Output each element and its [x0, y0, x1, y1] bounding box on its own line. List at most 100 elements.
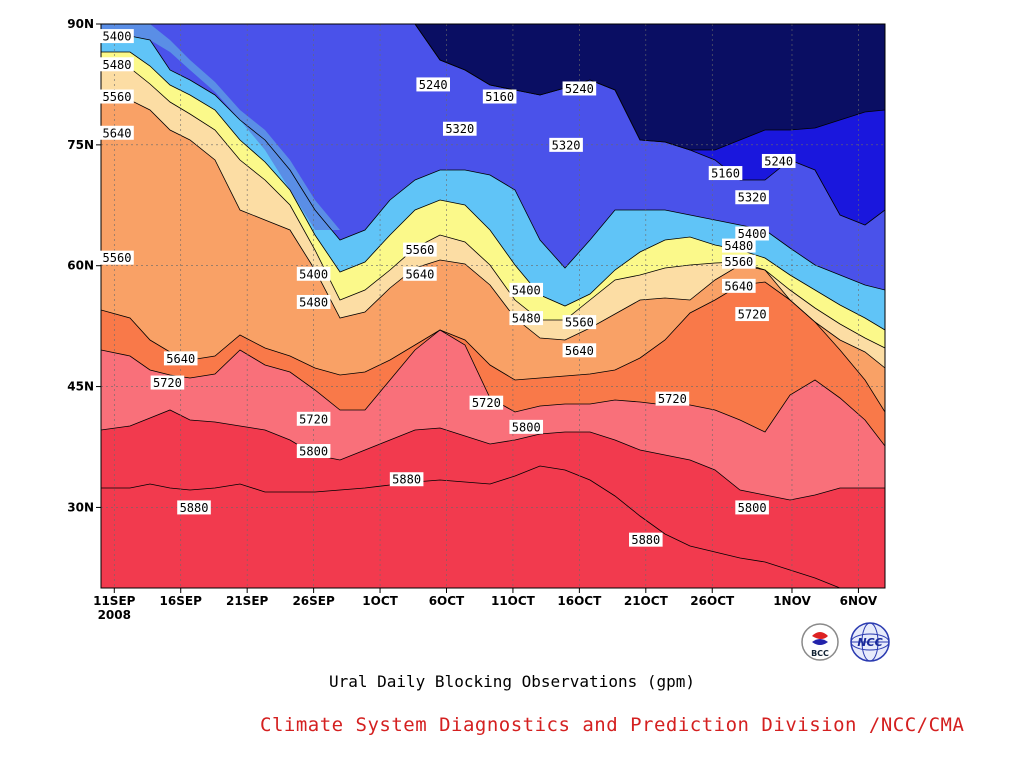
x-year-label: 2008: [98, 608, 131, 622]
x-tick-label: 16OCT: [557, 594, 602, 608]
svg-text:5720: 5720: [299, 412, 328, 426]
svg-text:5400: 5400: [738, 227, 767, 241]
svg-text:5560: 5560: [565, 316, 594, 330]
contour-line-5: [101, 67, 885, 349]
band-3: [101, 36, 885, 330]
contour-label: 5800: [735, 500, 769, 515]
x-tick-label: 11SEP: [93, 594, 136, 608]
contour-label: 5640: [100, 125, 134, 140]
contour-label: 5640: [722, 278, 756, 293]
svg-text:BCC: BCC: [811, 649, 829, 658]
svg-text:5480: 5480: [299, 295, 328, 309]
contour-label: 5240: [761, 153, 796, 168]
contour-line-7: [101, 281, 885, 413]
svg-text:5240: 5240: [764, 154, 793, 168]
contour-label: 5880: [177, 500, 211, 515]
svg-text:5480: 5480: [103, 58, 132, 72]
y-tick-label: 45N: [67, 380, 94, 394]
contour-line-10: [101, 465, 885, 588]
contour-label: 5400: [735, 226, 769, 241]
band-8: [101, 330, 885, 500]
contour-bands: [101, 24, 885, 588]
contour-label: 5240: [416, 77, 451, 92]
contour-label: 5400: [100, 29, 134, 44]
contour-label: 5160: [708, 166, 743, 181]
contour-label: 5640: [403, 266, 437, 281]
svg-text:5720: 5720: [738, 308, 767, 322]
svg-text:NCC: NCC: [857, 636, 882, 649]
svg-text:5320: 5320: [738, 191, 767, 205]
svg-text:5480: 5480: [512, 312, 541, 326]
x-tick-label: 26OCT: [690, 594, 735, 608]
y-tick-label: 60N: [67, 259, 94, 273]
x-tick-label: 26SEP: [292, 594, 335, 608]
svg-text:5640: 5640: [724, 279, 753, 293]
contour-label: 5560: [100, 89, 134, 104]
svg-text:5400: 5400: [299, 267, 328, 281]
svg-text:5720: 5720: [658, 392, 687, 406]
svg-text:5640: 5640: [405, 267, 434, 281]
contour-label: 5400: [509, 282, 544, 297]
svg-text:5400: 5400: [512, 283, 541, 297]
contour-label: 5320: [735, 190, 769, 205]
contour-label: 5880: [389, 472, 424, 487]
contour-label: 5640: [163, 351, 198, 366]
ncc-logo-icon: NCC: [850, 622, 890, 662]
svg-text:5160: 5160: [485, 90, 514, 104]
contour-label: 5480: [296, 294, 331, 309]
svg-text:5640: 5640: [103, 126, 132, 140]
contour-label: 5720: [655, 391, 690, 406]
plot-frame: [100, 23, 886, 589]
svg-text:5800: 5800: [299, 445, 328, 459]
contour-label: 5720: [735, 307, 769, 322]
contour-label: 5160: [482, 89, 517, 104]
contour-label: 5880: [629, 532, 663, 547]
contour-label: 5480: [100, 57, 134, 72]
svg-text:5880: 5880: [180, 501, 209, 515]
chart-title: Ural Daily Blocking Observations (gpm): [328, 672, 696, 691]
contour-label: 5720: [469, 395, 504, 410]
svg-text:5560: 5560: [103, 251, 132, 265]
svg-text:5880: 5880: [631, 533, 660, 547]
svg-text:5720: 5720: [472, 396, 501, 410]
svg-text:5240: 5240: [565, 82, 594, 96]
x-axis: 11SEP 16SEP 21SEP 26SEP 1OCT 6OCT 11OCT 16OCT 21…: [93, 588, 878, 622]
x-tick-label: 1NOV: [773, 594, 811, 608]
band-2: [101, 24, 885, 290]
svg-text:5320: 5320: [552, 138, 581, 152]
svg-text:5320: 5320: [445, 122, 474, 136]
contour-label: 5320: [549, 137, 583, 152]
svg-text:5880: 5880: [392, 473, 421, 487]
svg-text:5720: 5720: [153, 376, 182, 390]
x-tick-label: 16SEP: [160, 594, 203, 608]
contour-line-9: [101, 409, 885, 501]
svg-text:5160: 5160: [711, 167, 740, 181]
svg-text:5560: 5560: [724, 255, 753, 269]
contour-label: 5320: [442, 121, 477, 136]
grid-lines: [101, 23, 885, 588]
svg-text:5800: 5800: [512, 420, 541, 434]
contour-label: 5640: [562, 343, 597, 358]
bcc-logo-icon: BCC: [801, 623, 839, 661]
contour-label: 5720: [150, 375, 185, 390]
svg-text:5240: 5240: [419, 78, 448, 92]
contour-label: 5560: [403, 242, 437, 257]
logos: BCC NCC: [801, 622, 890, 662]
svg-text:5640: 5640: [166, 352, 195, 366]
band-0: [101, 24, 885, 150]
contour-line-4: [101, 51, 885, 331]
band-10: [101, 466, 885, 588]
contour-line-6: [101, 99, 885, 369]
contour-label: 5480: [722, 238, 756, 253]
x-tick-label: 21OCT: [624, 594, 669, 608]
x-tick-label: 1OCT: [362, 594, 398, 608]
band-6: [101, 100, 885, 412]
contour-label: 5480: [509, 311, 544, 326]
svg-text:5560: 5560: [405, 243, 434, 257]
svg-text:5800: 5800: [738, 501, 767, 515]
band-5320-5400-west: [101, 24, 340, 230]
contour-label: 5800: [509, 419, 544, 434]
contour-labels: 5400548055605640556056405720588054005480…: [100, 29, 796, 547]
band-5: [101, 68, 885, 368]
